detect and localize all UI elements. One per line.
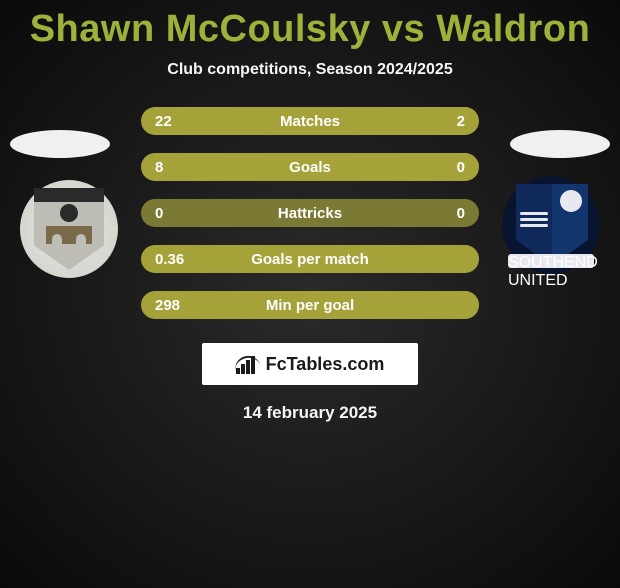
- stat-row: 298Min per goal: [141, 291, 479, 319]
- date-text: 14 february 2025: [0, 403, 620, 423]
- stat-row: 0Hattricks0: [141, 199, 479, 227]
- stat-label: Hattricks: [141, 205, 479, 222]
- right-club-crest: SOUTHEND UNITED: [502, 176, 600, 274]
- stat-row: 22Matches2: [141, 107, 479, 135]
- right-ellipse: [510, 130, 610, 158]
- stat-right-value: 2: [457, 113, 465, 130]
- stat-row: 0.36Goals per match: [141, 245, 479, 273]
- stat-right-value: 0: [457, 159, 465, 176]
- left-club-crest: [20, 180, 118, 278]
- right-crest-banner: SOUTHEND UNITED: [508, 254, 594, 290]
- stat-label: Goals: [141, 159, 479, 176]
- stat-label: Matches: [141, 113, 479, 130]
- stat-label: Min per goal: [141, 297, 479, 314]
- stat-row: 8Goals0: [141, 153, 479, 181]
- brand-box: FcTables.com: [202, 343, 418, 385]
- brand-text: FcTables.com: [266, 354, 385, 375]
- subtitle: Club competitions, Season 2024/2025: [0, 61, 620, 79]
- left-shield-icon: [34, 188, 104, 270]
- stat-right-value: 0: [457, 205, 465, 222]
- stat-label: Goals per match: [141, 251, 479, 268]
- left-ellipse: [10, 130, 110, 158]
- brand-chart-icon: [236, 354, 260, 374]
- right-shield-icon: SOUTHEND UNITED: [516, 184, 586, 266]
- page-title: Shawn McCoulsky vs Waldron: [0, 8, 620, 51]
